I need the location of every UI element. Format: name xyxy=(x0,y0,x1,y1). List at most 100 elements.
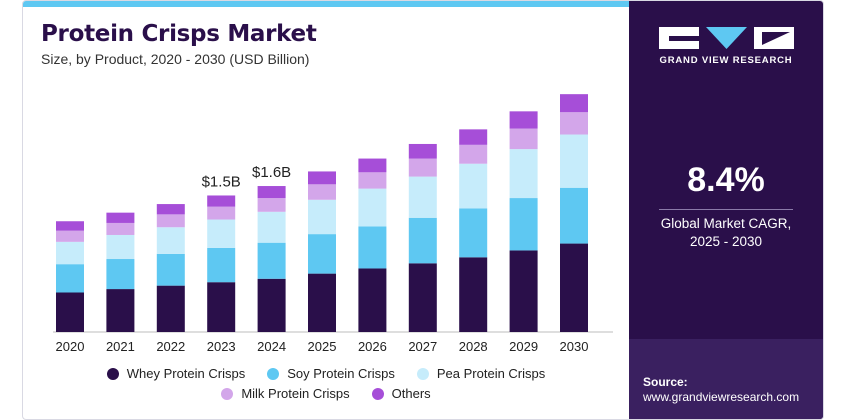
legend-label-whey-protein-crisps: Whey Protein Crisps xyxy=(126,366,246,381)
bar-milk-protein-crisps-2026 xyxy=(358,172,387,189)
bar-others-2022 xyxy=(156,204,185,215)
bar-milk-protein-crisps-2024 xyxy=(257,198,286,212)
source-label: Source: xyxy=(643,375,688,389)
bar-whey-protein-crisps-2030 xyxy=(560,243,588,332)
bar-whey-protein-crisps-2028 xyxy=(459,257,488,332)
bar-pea-protein-crisps-2023 xyxy=(207,219,236,248)
x-tick-label-2020: 2020 xyxy=(56,339,85,354)
bar-whey-protein-crisps-2022 xyxy=(156,285,185,332)
legend-item-pea-protein-crisps: Pea Protein Crisps xyxy=(416,366,546,381)
bar-soy-protein-crisps-2026 xyxy=(358,226,387,269)
legend-swatch-soy-protein-crisps xyxy=(267,367,280,380)
x-tick-label-2025: 2025 xyxy=(308,339,337,354)
bar-soy-protein-crisps-2023 xyxy=(207,247,236,283)
bar-whey-protein-crisps-2020 xyxy=(56,292,84,332)
bar-whey-protein-crisps-2027 xyxy=(408,263,437,332)
bar-others-2023 xyxy=(207,195,236,207)
legend-label-milk-protein-crisps: Milk Protein Crisps xyxy=(241,386,350,401)
cagr-label: Global Market CAGR, 2025 - 2030 xyxy=(629,215,823,251)
bar-soy-protein-crisps-2025 xyxy=(308,234,336,274)
bar-pea-protein-crisps-2026 xyxy=(358,188,387,227)
bar-soy-protein-crisps-2027 xyxy=(408,217,437,264)
bar-milk-protein-crisps-2021 xyxy=(106,222,135,235)
bar-soy-protein-crisps-2021 xyxy=(106,259,135,290)
x-tick-label-2026: 2026 xyxy=(358,339,387,354)
infographic-card: Protein Crisps Market Size, by Product, … xyxy=(22,0,824,420)
bar-pea-protein-crisps-2024 xyxy=(257,211,286,243)
total-label-2023: $1.5B xyxy=(202,173,241,190)
bar-pea-protein-crisps-2022 xyxy=(156,227,185,254)
x-tick-label-2023: 2023 xyxy=(207,339,236,354)
x-tick-label-2028: 2028 xyxy=(459,339,488,354)
brand-name: GRAND VIEW RESEARCH xyxy=(659,55,793,66)
bar-others-2030 xyxy=(560,94,588,113)
bar-whey-protein-crisps-2029 xyxy=(509,250,538,332)
bar-soy-protein-crisps-2029 xyxy=(509,198,538,251)
bar-whey-protein-crisps-2025 xyxy=(308,273,336,332)
bar-milk-protein-crisps-2027 xyxy=(408,158,437,177)
bar-pea-protein-crisps-2021 xyxy=(106,234,135,260)
bar-others-2029 xyxy=(509,111,538,129)
cagr-divider xyxy=(659,209,793,210)
bar-whey-protein-crisps-2026 xyxy=(358,268,387,332)
stacked-bar-chart: 2020 2021 2022 2023 2024 2025 2026 2027 2028 2029… xyxy=(53,94,613,354)
source-block: Source: www.grandviewresearch.com xyxy=(629,339,823,419)
bar-milk-protein-crisps-2029 xyxy=(509,128,538,150)
bar-pea-protein-crisps-2028 xyxy=(459,163,488,209)
x-tick-label-2024: 2024 xyxy=(257,339,286,354)
accent-bar xyxy=(23,1,629,7)
legend-row-1: Whey Protein Crisps Soy Protein Crisps Pea… xyxy=(23,366,629,381)
bar-soy-protein-crisps-2028 xyxy=(459,208,488,258)
legend-row-2: Milk Protein Crisps Others xyxy=(23,386,629,401)
x-tick-label-2030: 2030 xyxy=(560,339,589,354)
x-tick-label-2021: 2021 xyxy=(106,339,135,354)
legend-label-soy-protein-crisps: Soy Protein Crisps xyxy=(287,366,395,381)
legend-swatch-pea-protein-crisps xyxy=(416,367,429,380)
bar-others-2024 xyxy=(257,186,286,199)
grand-view-research-logo xyxy=(659,27,794,49)
bar-milk-protein-crisps-2022 xyxy=(156,214,185,228)
source-url[interactable]: www.grandviewresearch.com xyxy=(643,390,800,404)
legend-swatch-milk-protein-crisps xyxy=(221,387,234,400)
bar-whey-protein-crisps-2021 xyxy=(106,289,135,332)
total-label-2024: $1.6B xyxy=(252,164,291,181)
bar-pea-protein-crisps-2025 xyxy=(308,199,336,235)
bar-pea-protein-crisps-2030 xyxy=(560,134,588,188)
side-panel: GRAND VIEW RESEARCH 8.4% Global Market C… xyxy=(629,1,823,419)
bar-pea-protein-crisps-2027 xyxy=(408,176,437,218)
cagr-label-line-1: Global Market CAGR, xyxy=(660,216,792,231)
bar-soy-protein-crisps-2022 xyxy=(156,253,185,286)
bar-milk-protein-crisps-2028 xyxy=(459,144,488,164)
bar-milk-protein-crisps-2025 xyxy=(308,184,336,200)
bar-whey-protein-crisps-2023 xyxy=(207,282,236,332)
legend-swatch-others xyxy=(371,387,384,400)
bar-whey-protein-crisps-2024 xyxy=(257,278,286,332)
bar-milk-protein-crisps-2023 xyxy=(207,206,236,220)
bar-others-2026 xyxy=(358,158,387,173)
legend-swatch-whey-protein-crisps xyxy=(106,367,119,380)
x-tick-label-2027: 2027 xyxy=(408,339,437,354)
bar-soy-protein-crisps-2020 xyxy=(56,264,84,293)
bar-others-2021 xyxy=(106,212,135,223)
legend-item-milk-protein-crisps: Milk Protein Crisps xyxy=(221,386,350,401)
legend-label-others: Others xyxy=(391,386,431,401)
bar-others-2028 xyxy=(459,129,488,145)
bar-soy-protein-crisps-2030 xyxy=(560,187,588,244)
chart-subtitle: Size, by Product, 2020 - 2030 (USD Billi… xyxy=(41,51,310,67)
bar-milk-protein-crisps-2020 xyxy=(56,230,84,242)
legend-item-whey-protein-crisps: Whey Protein Crisps xyxy=(106,366,246,381)
bar-pea-protein-crisps-2029 xyxy=(509,149,538,199)
bar-others-2025 xyxy=(308,171,336,185)
bar-pea-protein-crisps-2020 xyxy=(56,241,84,265)
bar-milk-protein-crisps-2030 xyxy=(560,112,588,135)
bar-others-2020 xyxy=(56,221,84,231)
bar-others-2027 xyxy=(408,143,437,159)
cagr-value: 8.4% xyxy=(687,161,765,199)
chart-title: Protein Crisps Market xyxy=(41,21,317,47)
legend-item-soy-protein-crisps: Soy Protein Crisps xyxy=(267,366,395,381)
legend-item-others: Others xyxy=(371,386,431,401)
x-tick-label-2029: 2029 xyxy=(509,339,538,354)
legend-label-pea-protein-crisps: Pea Protein Crisps xyxy=(436,366,546,381)
bar-soy-protein-crisps-2024 xyxy=(257,242,286,279)
cagr-label-line-2: 2025 - 2030 xyxy=(689,234,763,249)
